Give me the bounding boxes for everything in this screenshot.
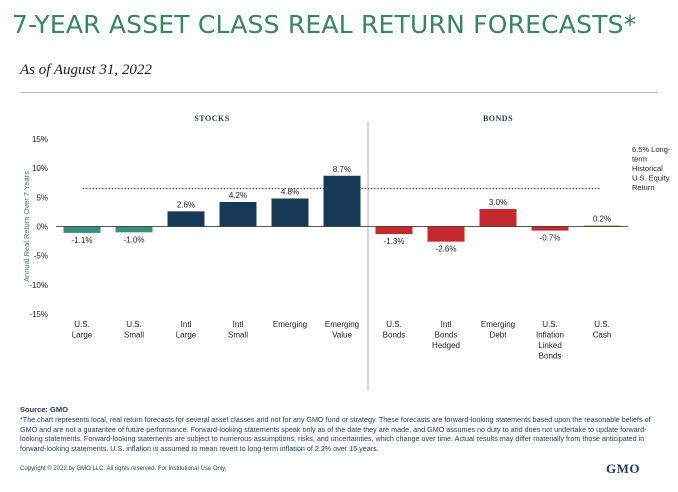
- bar: [375, 226, 413, 235]
- category-label: Emerging: [273, 320, 307, 329]
- bar: [427, 226, 465, 242]
- bar: [583, 225, 621, 227]
- y-axis-label: Annual Real Return Over 7 Years: [22, 171, 31, 282]
- group-header-stocks: STOCKS: [194, 114, 229, 123]
- category-label: U.S. Large: [72, 320, 93, 340]
- category-label: U.S. Cash: [593, 320, 612, 340]
- category-label: Emerging Value: [325, 320, 359, 340]
- source-note: Source: GMO: [20, 405, 68, 414]
- data-label: -1.1%: [72, 236, 93, 245]
- data-label: -2.6%: [436, 245, 457, 254]
- group-header-bonds: BONDS: [483, 114, 513, 123]
- y-tick-label: -10%: [29, 281, 48, 290]
- bar: [479, 209, 517, 227]
- data-label: 8.7%: [333, 165, 351, 174]
- data-label: 4.2%: [229, 191, 247, 200]
- bar: [63, 226, 101, 233]
- y-tick-label: -5%: [34, 252, 48, 261]
- data-label: -1.0%: [124, 235, 145, 244]
- data-label: -1.3%: [384, 237, 405, 246]
- page-title: 7-YEAR ASSET CLASS REAL RETURN FORECASTS…: [12, 10, 637, 39]
- category-label: U.S. Small: [124, 320, 144, 340]
- category-label: Emerging Debt: [481, 320, 515, 340]
- y-tick-label: 15%: [32, 135, 48, 144]
- real-return-bar-chart: 15% 10% 5% 0% -5% -10% -15% Annual Real Return …: [22, 114, 671, 390]
- category-label: Intl Bonds Hedged: [432, 320, 460, 350]
- disclaimer-note: *The chart represents local, real return…: [20, 415, 651, 453]
- category-label: U.S. Inflation Linked Bonds: [536, 320, 564, 361]
- bar: [531, 226, 569, 231]
- data-label: 3.0%: [489, 198, 507, 207]
- as-of-date: As of August 31, 2022: [20, 62, 152, 78]
- data-label: 2.6%: [177, 200, 195, 209]
- bar: [219, 202, 257, 227]
- y-tick-label: 5%: [36, 193, 48, 202]
- bar: [115, 226, 153, 233]
- category-label: Intl Small: [228, 320, 248, 340]
- bar: [323, 175, 361, 227]
- y-tick-label: -15%: [29, 310, 48, 319]
- bar: [167, 211, 205, 227]
- data-label: -0.7%: [540, 234, 561, 243]
- gmo-logo: GMO: [606, 461, 640, 476]
- data-label: 0.2%: [593, 214, 611, 223]
- category-label: U.S. Bonds: [383, 320, 406, 340]
- y-tick-label: 10%: [32, 164, 48, 173]
- copyright-notice: Copyright © 2022 by GMO LLC. All rights …: [20, 466, 227, 472]
- bar: [271, 198, 309, 227]
- reference-line-label: 6.5% Long-term Historical U.S. Equity Retur…: [632, 145, 671, 192]
- y-tick-label: 0%: [36, 223, 48, 232]
- data-label: 4.8%: [281, 188, 299, 197]
- title-divider: [20, 92, 658, 93]
- category-label: Intl Large: [176, 320, 197, 340]
